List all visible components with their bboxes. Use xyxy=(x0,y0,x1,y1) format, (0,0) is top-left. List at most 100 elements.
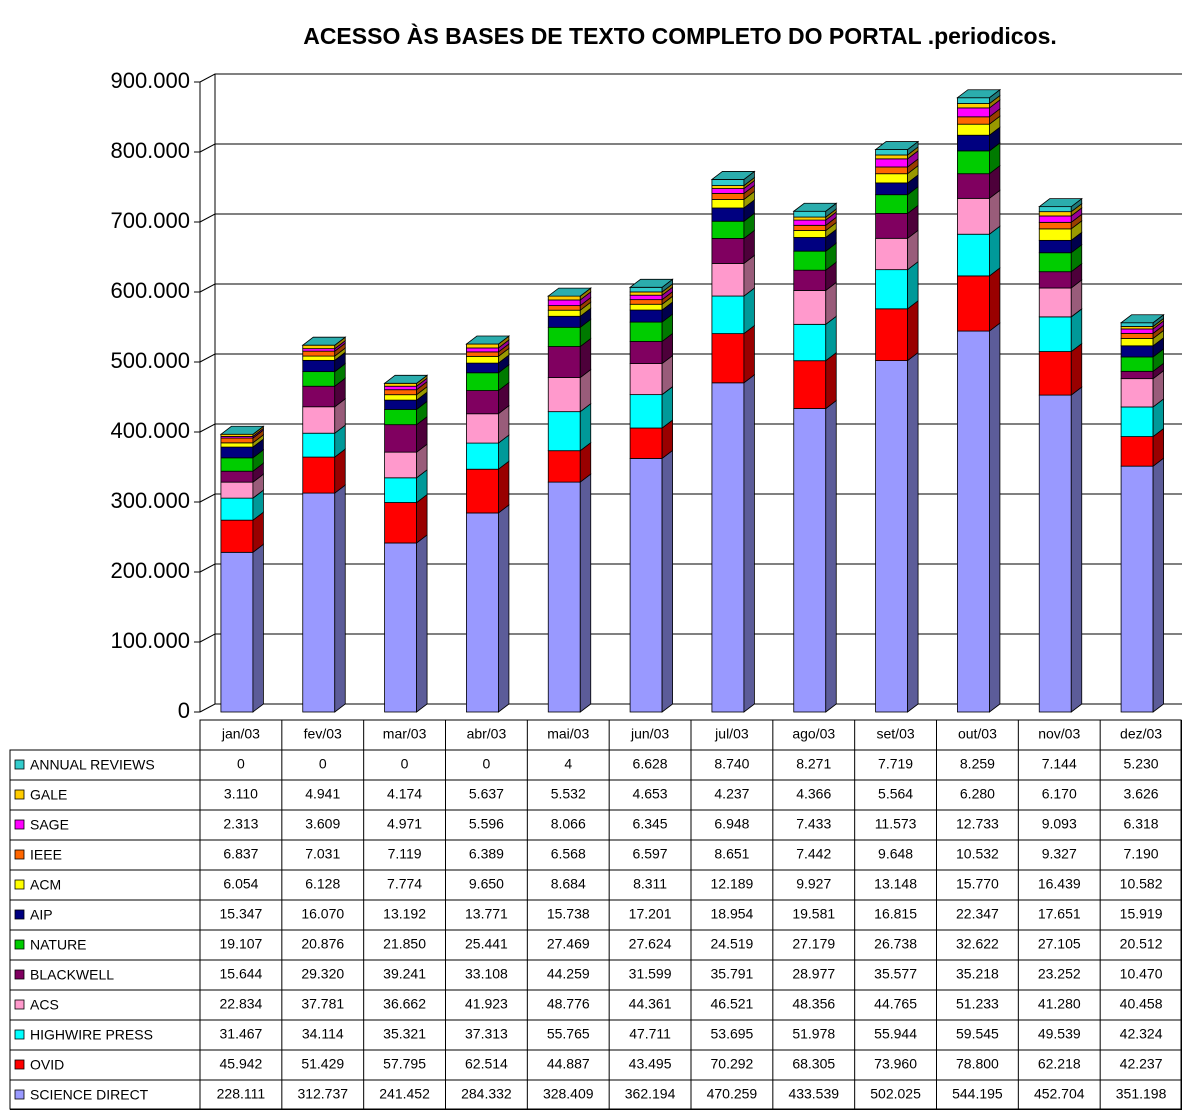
legend-swatch xyxy=(14,939,25,950)
grid-line xyxy=(199,143,1182,153)
bar-segment xyxy=(1038,228,1072,241)
legend-swatch xyxy=(14,999,25,1010)
value-label: 15.919 xyxy=(1120,906,1163,922)
bar-top xyxy=(1038,198,1083,208)
x-tick-label: mar/03 xyxy=(383,726,427,742)
bar-top xyxy=(547,287,592,297)
value-label: 7.719 xyxy=(878,756,913,772)
value-label: 10.470 xyxy=(1120,966,1163,982)
value-label: 15.738 xyxy=(547,906,590,922)
value-label: 23.252 xyxy=(1038,966,1081,982)
value-label: 25.441 xyxy=(465,936,508,952)
grid-line xyxy=(199,353,1182,363)
legend-label: IEEE xyxy=(30,847,62,863)
bar-segment xyxy=(466,468,499,514)
value-label: 0 xyxy=(237,756,245,772)
bar-segment xyxy=(711,382,745,713)
x-tick-label: jan/03 xyxy=(221,726,260,742)
value-label: 5.564 xyxy=(878,786,913,802)
bar-segment xyxy=(302,432,336,458)
bar-segment xyxy=(875,173,908,184)
bar-segment xyxy=(384,385,417,391)
bar-segment xyxy=(711,192,745,200)
bar-segment xyxy=(466,372,499,391)
bar-segment xyxy=(629,294,663,301)
value-label: 8.740 xyxy=(714,756,749,772)
chart-title: ACESSO ÀS BASES DE TEXTO COMPLETO DO POR… xyxy=(303,22,1057,49)
value-label: 362.194 xyxy=(625,1086,676,1102)
bar-segment xyxy=(793,237,827,252)
value-label: 4.941 xyxy=(305,786,340,802)
bar-segment xyxy=(793,216,827,221)
y-tick-label: 900.000 xyxy=(110,68,190,93)
value-label: 21.850 xyxy=(383,936,426,952)
value-label: 228.111 xyxy=(217,1086,266,1102)
value-label: 48.356 xyxy=(792,996,835,1012)
value-label: 48.776 xyxy=(547,996,590,1012)
bar-top xyxy=(874,141,920,150)
value-label: 13.192 xyxy=(383,906,426,922)
value-label: 0 xyxy=(401,756,409,772)
bar-segment xyxy=(629,291,663,296)
bar-segment xyxy=(220,446,254,459)
bar-segment xyxy=(302,385,336,408)
legend-label: ACM xyxy=(30,877,61,893)
bar-segment xyxy=(302,406,336,434)
bar-segment xyxy=(629,458,663,713)
x-tick-label: mai/03 xyxy=(547,726,589,742)
bar-segment xyxy=(384,502,417,544)
value-label: 8.311 xyxy=(633,876,667,892)
bar-segment xyxy=(629,394,663,429)
value-label: 4.237 xyxy=(714,786,749,802)
bar-segment xyxy=(220,457,254,472)
value-label: 46.521 xyxy=(711,996,754,1012)
bar-segment xyxy=(875,182,908,196)
value-label: 70.292 xyxy=(711,1056,754,1072)
value-label: 9.927 xyxy=(796,876,831,892)
value-label: 41.923 xyxy=(465,996,508,1012)
legend-label: SCIENCE DIRECT xyxy=(30,1087,149,1103)
value-label: 6.318 xyxy=(1124,816,1159,832)
value-label: 7.144 xyxy=(1042,756,1077,772)
bar-segment xyxy=(711,263,745,297)
bar-segment xyxy=(711,207,745,222)
value-label: 62.218 xyxy=(1038,1056,1081,1072)
bar-segment xyxy=(957,150,990,175)
x-tick-label: out/03 xyxy=(958,726,997,742)
bar-segment xyxy=(875,308,908,361)
bar-side xyxy=(989,322,1001,713)
grid-line xyxy=(199,563,1182,573)
value-label: 3.626 xyxy=(1124,786,1159,802)
y-tick-label: 400.000 xyxy=(110,418,190,443)
bar-side xyxy=(579,473,592,713)
bar-segment xyxy=(384,408,417,426)
bar-segment xyxy=(711,238,745,264)
legend-swatch xyxy=(14,1089,25,1100)
value-label: 26.738 xyxy=(874,936,917,952)
value-label: 5.637 xyxy=(469,786,504,802)
value-label: 328.409 xyxy=(543,1086,594,1102)
value-label: 20.512 xyxy=(1120,936,1163,952)
bar-segment xyxy=(1038,351,1072,396)
bar-segment xyxy=(302,350,336,357)
value-label: 9.093 xyxy=(1042,816,1077,832)
legend-swatch xyxy=(14,879,25,890)
bar-segment xyxy=(466,442,499,470)
bar-segment xyxy=(466,512,499,713)
value-label: 8.271 xyxy=(796,756,831,772)
value-label: 78.800 xyxy=(956,1056,999,1072)
bar-side xyxy=(498,460,510,514)
bar-segment xyxy=(875,166,908,175)
x-tick-label: abr/03 xyxy=(467,726,507,742)
bar-segment xyxy=(711,220,745,239)
bar-side xyxy=(907,351,919,713)
bar-side xyxy=(989,225,1001,277)
bar-top xyxy=(956,89,1002,99)
bar-top xyxy=(710,171,756,180)
x-tick-label: dez/03 xyxy=(1120,726,1162,742)
value-label: 37.313 xyxy=(465,1026,508,1042)
bar-side xyxy=(825,351,837,410)
bar-segment xyxy=(793,323,827,362)
bar-side xyxy=(743,324,755,384)
